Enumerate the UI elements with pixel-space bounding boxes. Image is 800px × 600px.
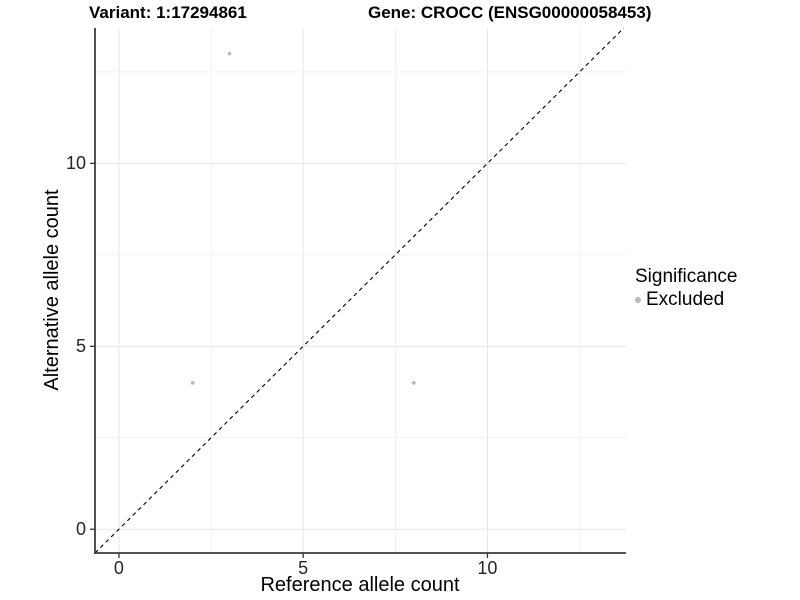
plot-title-gene: Gene: CROCC (ENSG00000058453) [368, 3, 652, 22]
legend: Significance Excluded [635, 265, 737, 311]
plot-title-variant: Variant: 1:17294861 [89, 3, 247, 22]
x-tick-label: 5 [298, 558, 309, 578]
legend-title: Significance [635, 266, 738, 287]
x-tick-label: 0 [113, 558, 124, 578]
data-point [227, 51, 232, 56]
legend-item-label: Excluded [646, 288, 725, 310]
y-tick-label: 10 [65, 153, 86, 174]
y-axis-title: Alternative allele count [41, 189, 63, 391]
y-tick-label: 5 [75, 336, 86, 357]
data-point [190, 380, 195, 385]
y-tick-label: 0 [75, 519, 86, 540]
data-point [411, 380, 416, 385]
legend-key-point-icon [635, 296, 641, 303]
x-axis-title: Reference allele count [260, 574, 460, 596]
identity-dashed-line [94, 27, 625, 554]
x-tick-label: 10 [477, 558, 498, 578]
legend-item-excluded: Excluded [635, 288, 737, 311]
